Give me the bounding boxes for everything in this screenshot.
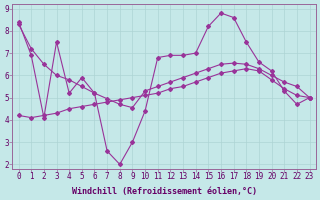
X-axis label: Windchill (Refroidissement éolien,°C): Windchill (Refroidissement éolien,°C) (72, 187, 257, 196)
